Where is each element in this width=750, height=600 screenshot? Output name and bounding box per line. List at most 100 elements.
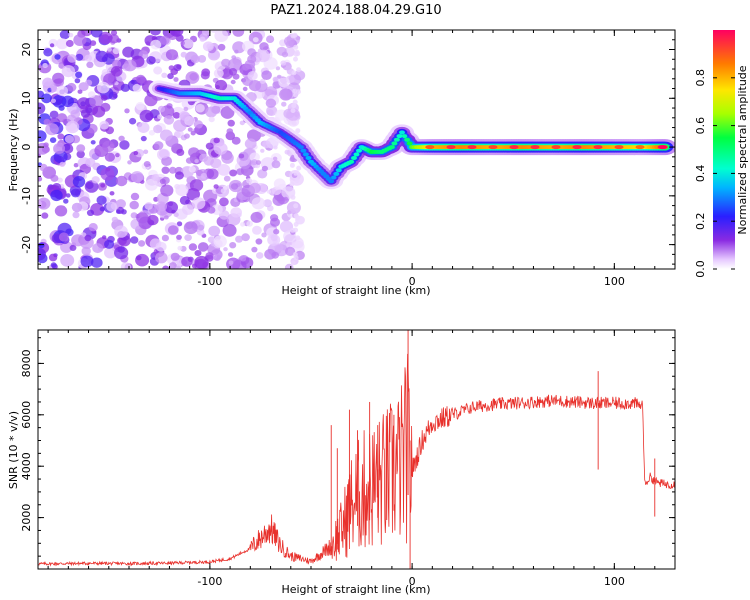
noise-speckle bbox=[92, 105, 106, 118]
ridge-point bbox=[404, 137, 411, 142]
noise-speckle bbox=[188, 166, 196, 173]
noise-speckle bbox=[49, 110, 59, 119]
noise-speckle bbox=[58, 232, 69, 242]
noise-speckle bbox=[293, 213, 299, 219]
noise-speckle bbox=[140, 135, 147, 142]
ridge-hotspot bbox=[467, 145, 477, 150]
noise-speckle bbox=[164, 215, 169, 220]
ridge-hotspot bbox=[509, 145, 519, 150]
noise-speckle bbox=[252, 225, 262, 235]
noise-speckle bbox=[151, 173, 160, 182]
noise-speckle bbox=[293, 227, 299, 233]
noise-speckle bbox=[66, 82, 77, 92]
noise-speckle bbox=[41, 93, 52, 104]
noise-speckle bbox=[85, 79, 93, 87]
noise-speckle bbox=[261, 232, 267, 238]
noise-speckle bbox=[284, 149, 290, 155]
noise-speckle bbox=[230, 79, 236, 85]
noise-speckle bbox=[120, 262, 132, 269]
colorbar-tick-label: 0.6 bbox=[694, 117, 707, 135]
noise-speckle bbox=[96, 195, 107, 205]
noise-speckle bbox=[234, 49, 239, 54]
noise-speckle bbox=[116, 209, 121, 214]
noise-speckle bbox=[132, 83, 142, 93]
noise-speckle bbox=[173, 212, 179, 218]
noise-speckle bbox=[76, 150, 85, 159]
noise-speckle bbox=[179, 195, 190, 205]
noise-speckle bbox=[59, 30, 70, 40]
noise-speckle bbox=[226, 128, 234, 135]
noise-speckle bbox=[183, 38, 194, 49]
snr-background bbox=[38, 330, 675, 569]
ridge-point bbox=[388, 145, 395, 150]
noise-speckle bbox=[161, 72, 168, 79]
noise-speckle bbox=[112, 59, 122, 69]
noise-speckle bbox=[296, 89, 301, 95]
noise-speckle bbox=[232, 73, 240, 80]
noise-speckle bbox=[86, 209, 95, 216]
noise-speckle bbox=[220, 188, 227, 194]
noise-speckle bbox=[183, 221, 198, 235]
noise-speckle bbox=[281, 51, 289, 58]
noise-speckle bbox=[255, 80, 268, 93]
noise-speckle bbox=[223, 175, 231, 182]
noise-speckle bbox=[273, 228, 280, 235]
noise-speckle bbox=[95, 50, 109, 63]
noise-speckle bbox=[133, 151, 139, 156]
noise-speckle bbox=[277, 74, 282, 79]
noise-speckle bbox=[228, 252, 234, 257]
noise-speckle bbox=[75, 71, 83, 79]
noise-speckle bbox=[110, 30, 118, 36]
noise-speckle bbox=[77, 89, 83, 94]
noise-speckle bbox=[129, 117, 137, 125]
figure-title: PAZ1.2024.188.04.29.G10 bbox=[270, 3, 441, 18]
ridge-hotspot bbox=[657, 145, 667, 150]
noise-speckle bbox=[60, 241, 73, 253]
noise-speckle bbox=[213, 235, 227, 248]
noise-speckle bbox=[246, 220, 253, 227]
noise-speckle bbox=[81, 246, 91, 256]
ridge-point bbox=[399, 130, 405, 135]
y-tick-label: 0 bbox=[20, 144, 33, 151]
ridge-point bbox=[396, 134, 403, 139]
noise-speckle bbox=[137, 122, 150, 133]
noise-speckle bbox=[50, 189, 63, 202]
noise-speckle bbox=[199, 36, 206, 42]
noise-speckle bbox=[101, 94, 108, 101]
noise-speckle bbox=[183, 106, 189, 112]
noise-speckle bbox=[164, 201, 178, 214]
spectrogram-frame bbox=[37, 29, 676, 270]
noise-speckle bbox=[256, 252, 264, 259]
noise-speckle bbox=[284, 263, 294, 269]
noise-speckle bbox=[196, 228, 205, 236]
noise-speckle bbox=[182, 204, 194, 215]
ridge-point bbox=[401, 134, 408, 139]
noise-speckle bbox=[59, 161, 66, 167]
noise-speckle bbox=[53, 150, 68, 164]
x-tick-label: 0 bbox=[409, 575, 416, 588]
noise-speckle bbox=[296, 67, 302, 73]
noise-speckle bbox=[60, 254, 75, 267]
noise-speckle bbox=[153, 66, 163, 75]
noise-speckle bbox=[50, 174, 59, 182]
noise-speckle bbox=[118, 135, 125, 142]
noise-speckle bbox=[251, 197, 266, 210]
noise-speckle bbox=[51, 98, 56, 104]
spectrogram-ylabel: Frequency (Hz) bbox=[7, 109, 20, 192]
noise-speckle bbox=[200, 71, 210, 80]
noise-speckle bbox=[194, 250, 202, 257]
snr-panel: -100 0 100 2000 4000 6000 8000 Height of strai… bbox=[7, 329, 676, 596]
noise-speckle bbox=[136, 212, 149, 224]
noise-speckle bbox=[187, 127, 193, 132]
ridge-hotspot bbox=[530, 145, 540, 150]
colorbar-tick-label: 0.8 bbox=[694, 69, 707, 87]
noise-speckle bbox=[290, 194, 296, 200]
noise-speckle bbox=[86, 61, 94, 69]
noise-speckle bbox=[72, 211, 80, 219]
noise-speckle bbox=[38, 197, 51, 210]
noise-speckle bbox=[206, 168, 219, 180]
noise-speckle bbox=[223, 247, 228, 252]
noise-speckle bbox=[200, 172, 208, 179]
noise-speckle bbox=[219, 197, 229, 207]
x-tick-label: 100 bbox=[604, 275, 625, 288]
